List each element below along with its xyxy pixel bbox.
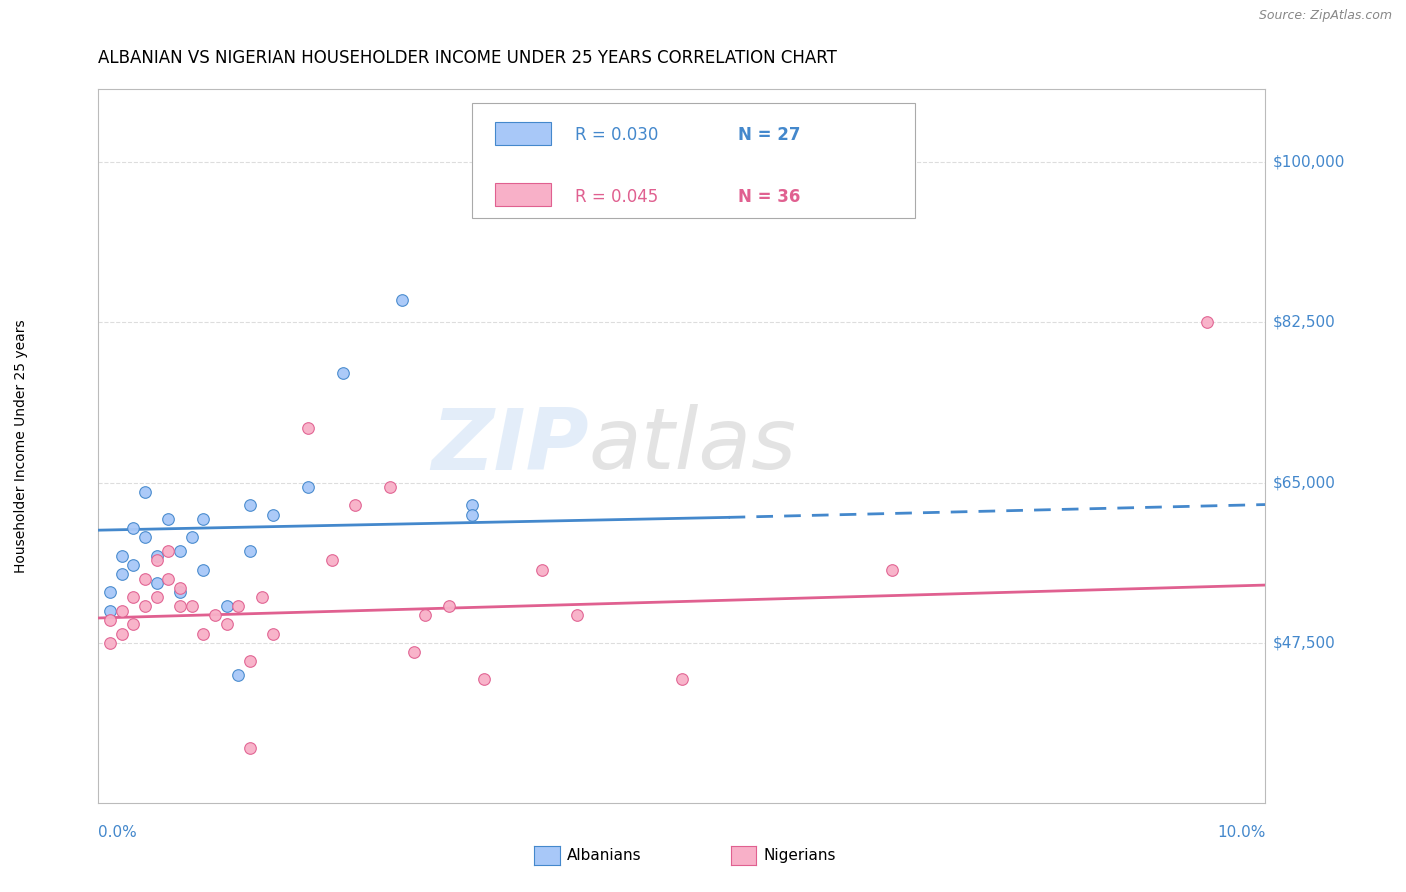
Point — [122, 617, 145, 632]
Point — [437, 599, 460, 613]
Point — [98, 636, 121, 650]
Point — [169, 544, 191, 558]
Text: R = 0.030: R = 0.030 — [575, 127, 658, 145]
Point — [321, 553, 343, 567]
Point — [228, 599, 250, 613]
Point — [122, 521, 145, 535]
Point — [146, 553, 169, 567]
Point — [111, 626, 134, 640]
FancyBboxPatch shape — [495, 184, 551, 206]
Point — [297, 480, 319, 494]
Point — [169, 581, 191, 595]
Point — [461, 499, 484, 513]
Text: 10.0%: 10.0% — [1218, 825, 1265, 840]
Point — [332, 366, 354, 380]
Point — [134, 531, 156, 545]
Text: $47,500: $47,500 — [1272, 635, 1336, 650]
Point — [239, 544, 262, 558]
Point — [169, 585, 191, 599]
Text: N = 36: N = 36 — [738, 188, 800, 206]
Text: Source: ZipAtlas.com: Source: ZipAtlas.com — [1258, 9, 1392, 22]
Point — [262, 508, 284, 522]
Text: N = 27: N = 27 — [738, 127, 800, 145]
Text: ZIP: ZIP — [430, 404, 589, 488]
Point — [1195, 316, 1218, 330]
Point — [146, 549, 169, 563]
Point — [169, 599, 191, 613]
Point — [134, 484, 156, 499]
Point — [239, 499, 262, 513]
Point — [565, 608, 588, 623]
Point — [413, 608, 436, 623]
Point — [215, 599, 238, 613]
Point — [98, 585, 121, 599]
Text: $100,000: $100,000 — [1272, 155, 1344, 169]
Text: ALBANIAN VS NIGERIAN HOUSEHOLDER INCOME UNDER 25 YEARS CORRELATION CHART: ALBANIAN VS NIGERIAN HOUSEHOLDER INCOME … — [98, 49, 838, 67]
Text: Albanians: Albanians — [567, 848, 641, 863]
Point — [111, 604, 134, 618]
Point — [402, 645, 425, 659]
Point — [391, 293, 413, 307]
Point — [157, 544, 180, 558]
Text: atlas: atlas — [589, 404, 797, 488]
Point — [180, 531, 202, 545]
FancyBboxPatch shape — [472, 103, 915, 218]
Point — [671, 673, 693, 687]
Point — [344, 499, 367, 513]
Point — [880, 562, 903, 576]
Point — [262, 626, 284, 640]
Text: R = 0.045: R = 0.045 — [575, 188, 658, 206]
Point — [239, 654, 262, 668]
Point — [146, 576, 169, 591]
Point — [250, 590, 273, 604]
Point — [193, 626, 215, 640]
Point — [157, 572, 180, 586]
Point — [461, 508, 484, 522]
Point — [146, 590, 169, 604]
Point — [530, 562, 553, 576]
Text: 0.0%: 0.0% — [98, 825, 138, 840]
Text: Householder Income Under 25 years: Householder Income Under 25 years — [14, 319, 28, 573]
Point — [193, 512, 215, 526]
FancyBboxPatch shape — [495, 121, 551, 145]
Point — [378, 480, 402, 494]
Point — [98, 613, 121, 627]
Point — [157, 512, 180, 526]
Point — [134, 599, 156, 613]
Point — [204, 608, 226, 623]
Point — [472, 673, 495, 687]
Point — [122, 590, 145, 604]
Point — [111, 549, 134, 563]
Point — [215, 617, 238, 632]
Point — [193, 562, 215, 576]
Text: $65,000: $65,000 — [1272, 475, 1336, 490]
Point — [297, 420, 319, 434]
Point — [134, 572, 156, 586]
Text: $82,500: $82,500 — [1272, 315, 1336, 330]
Point — [122, 558, 145, 572]
Point — [180, 599, 202, 613]
Point — [239, 740, 262, 755]
Point — [98, 604, 121, 618]
Point — [671, 187, 693, 202]
Text: Nigerians: Nigerians — [763, 848, 837, 863]
Point — [111, 567, 134, 582]
Point — [228, 667, 250, 681]
